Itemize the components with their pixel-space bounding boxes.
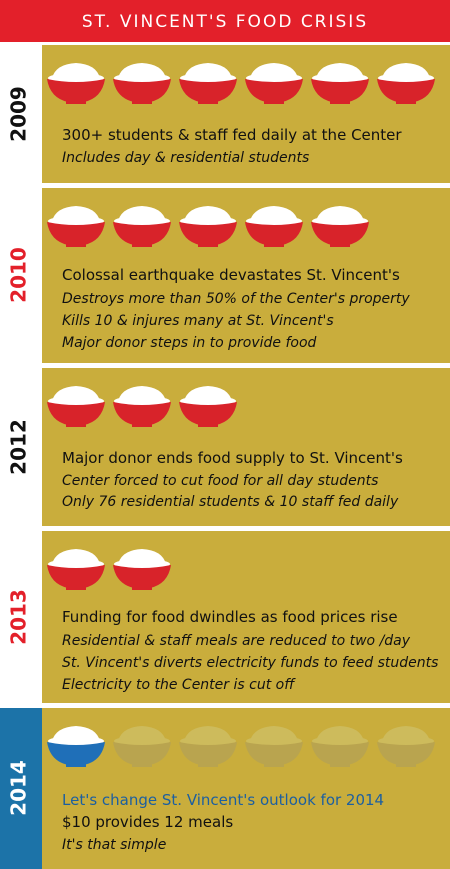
headline: 300+ students & staff fed daily at the C… — [62, 126, 402, 144]
detail: Electricity to the Center is cut off — [62, 677, 296, 693]
detail: $10 provides 12 meals — [62, 813, 233, 831]
detail: Destroys more than 50% of the Center's p… — [62, 291, 410, 307]
detail: Only 76 residential students & 10 staff … — [62, 494, 399, 510]
year: 2009 — [7, 86, 31, 142]
year: 2014 — [7, 760, 31, 816]
headline: Let's change St. Vincent's outlook for 2… — [62, 791, 384, 809]
year-strip — [0, 708, 42, 869]
panel — [42, 708, 450, 869]
title: ST. VINCENT'S FOOD CRISIS — [82, 12, 368, 32]
headline: Major donor ends food supply to St. Vinc… — [62, 449, 403, 467]
title-bar — [0, 0, 450, 42]
headline: Colossal earthquake devastates St. Vince… — [62, 266, 400, 284]
panel — [42, 45, 450, 183]
panel — [42, 188, 450, 363]
panel — [42, 531, 450, 703]
headline: Funding for food dwindles as food prices… — [62, 608, 398, 626]
detail: Residential & staff meals are reduced to… — [62, 633, 411, 649]
detail: Center forced to cut food for all day st… — [62, 473, 378, 489]
year: 2012 — [7, 419, 31, 475]
detail: Includes day & residential students — [62, 150, 309, 166]
panel — [42, 368, 450, 526]
detail: Kills 10 & injures many at St. Vincent's — [62, 313, 334, 329]
year: 2013 — [7, 589, 31, 645]
year: 2010 — [7, 247, 31, 303]
detail: It's that simple — [62, 837, 166, 853]
detail: St. Vincent's diverts electricity funds … — [62, 655, 438, 671]
detail: Major donor steps in to provide food — [62, 335, 317, 351]
